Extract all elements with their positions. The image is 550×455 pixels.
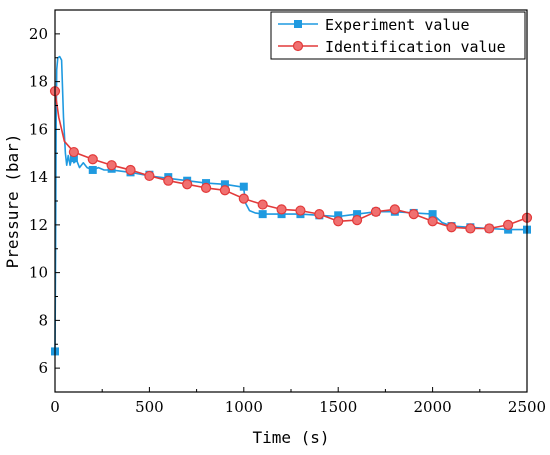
data-point-identification	[276, 204, 287, 215]
data-point-identification	[144, 170, 155, 182]
data-point-identification	[200, 182, 212, 193]
y-axis-title: Pressure (bar)	[3, 134, 22, 269]
series-line-experiment	[54, 55, 527, 352]
data-point-identification	[427, 216, 438, 227]
data-point-experiment	[88, 165, 97, 174]
legend: Experiment value Identification value	[270, 11, 526, 60]
data-point-identification	[257, 199, 268, 210]
legend-entry-experiment: Experiment value	[278, 16, 470, 34]
data-point-identification	[446, 222, 457, 233]
data-point-experiment	[239, 182, 248, 191]
data-point-identification	[163, 175, 174, 186]
data-point-identification	[503, 219, 514, 230]
x-axis: 0 500 1000 1500 2000 2500	[50, 387, 546, 416]
data-point-identification	[370, 206, 382, 217]
data-point-identification	[219, 185, 231, 196]
data-point-experiment	[258, 210, 267, 219]
y-tick-label: 14	[29, 168, 48, 186]
x-tick-label: 2000	[414, 398, 452, 416]
data-point-experiment	[353, 210, 362, 219]
y-tick-label: 18	[29, 73, 48, 91]
legend-entry-identification: Identification value	[278, 38, 506, 56]
y-tick-label: 16	[29, 120, 48, 138]
x-tick-label: 1500	[319, 398, 357, 416]
series-identification	[49, 86, 533, 234]
data-point-identification	[351, 215, 363, 226]
legend-label-experiment: Experiment value	[325, 16, 470, 34]
data-point-experiment	[220, 180, 229, 189]
y-axis: 6 8 10 12 14 16 18 20	[29, 25, 60, 377]
data-point-experiment	[428, 210, 437, 219]
data-point-experiment	[69, 154, 78, 163]
data-point-identification	[408, 209, 419, 220]
x-tick-label: 1000	[225, 398, 263, 416]
y-tick-label: 8	[38, 311, 48, 329]
data-point-identification	[182, 179, 193, 190]
data-point-identification	[87, 154, 98, 165]
legend-box	[270, 11, 526, 60]
data-point-identification	[484, 223, 495, 234]
x-axis-title: Time (s)	[252, 428, 329, 447]
legend-label-identification: Identification value	[325, 38, 506, 56]
data-point-experiment	[334, 211, 343, 220]
data-point-identification	[125, 164, 136, 176]
x-tick-label: 0	[50, 398, 60, 416]
y-tick-label: 20	[29, 25, 48, 43]
data-point-identification	[106, 160, 117, 171]
x-tick-label: 500	[135, 398, 164, 416]
y-tick-label: 10	[29, 264, 48, 282]
data-point-identification	[314, 209, 325, 220]
x-tick-label: 2500	[508, 398, 546, 416]
data-point-identification	[333, 216, 344, 227]
legend-marker-experiment	[294, 20, 302, 28]
y-tick-label: 12	[29, 216, 48, 234]
data-point-identification	[238, 193, 249, 204]
data-point-identification	[295, 205, 306, 216]
legend-marker-identification	[292, 40, 304, 52]
data-point-identification	[389, 204, 400, 215]
y-tick-label: 6	[38, 359, 48, 377]
data-point-identification	[68, 146, 79, 158]
series-line-identification	[54, 91, 528, 230]
data-point-identification	[465, 223, 476, 234]
